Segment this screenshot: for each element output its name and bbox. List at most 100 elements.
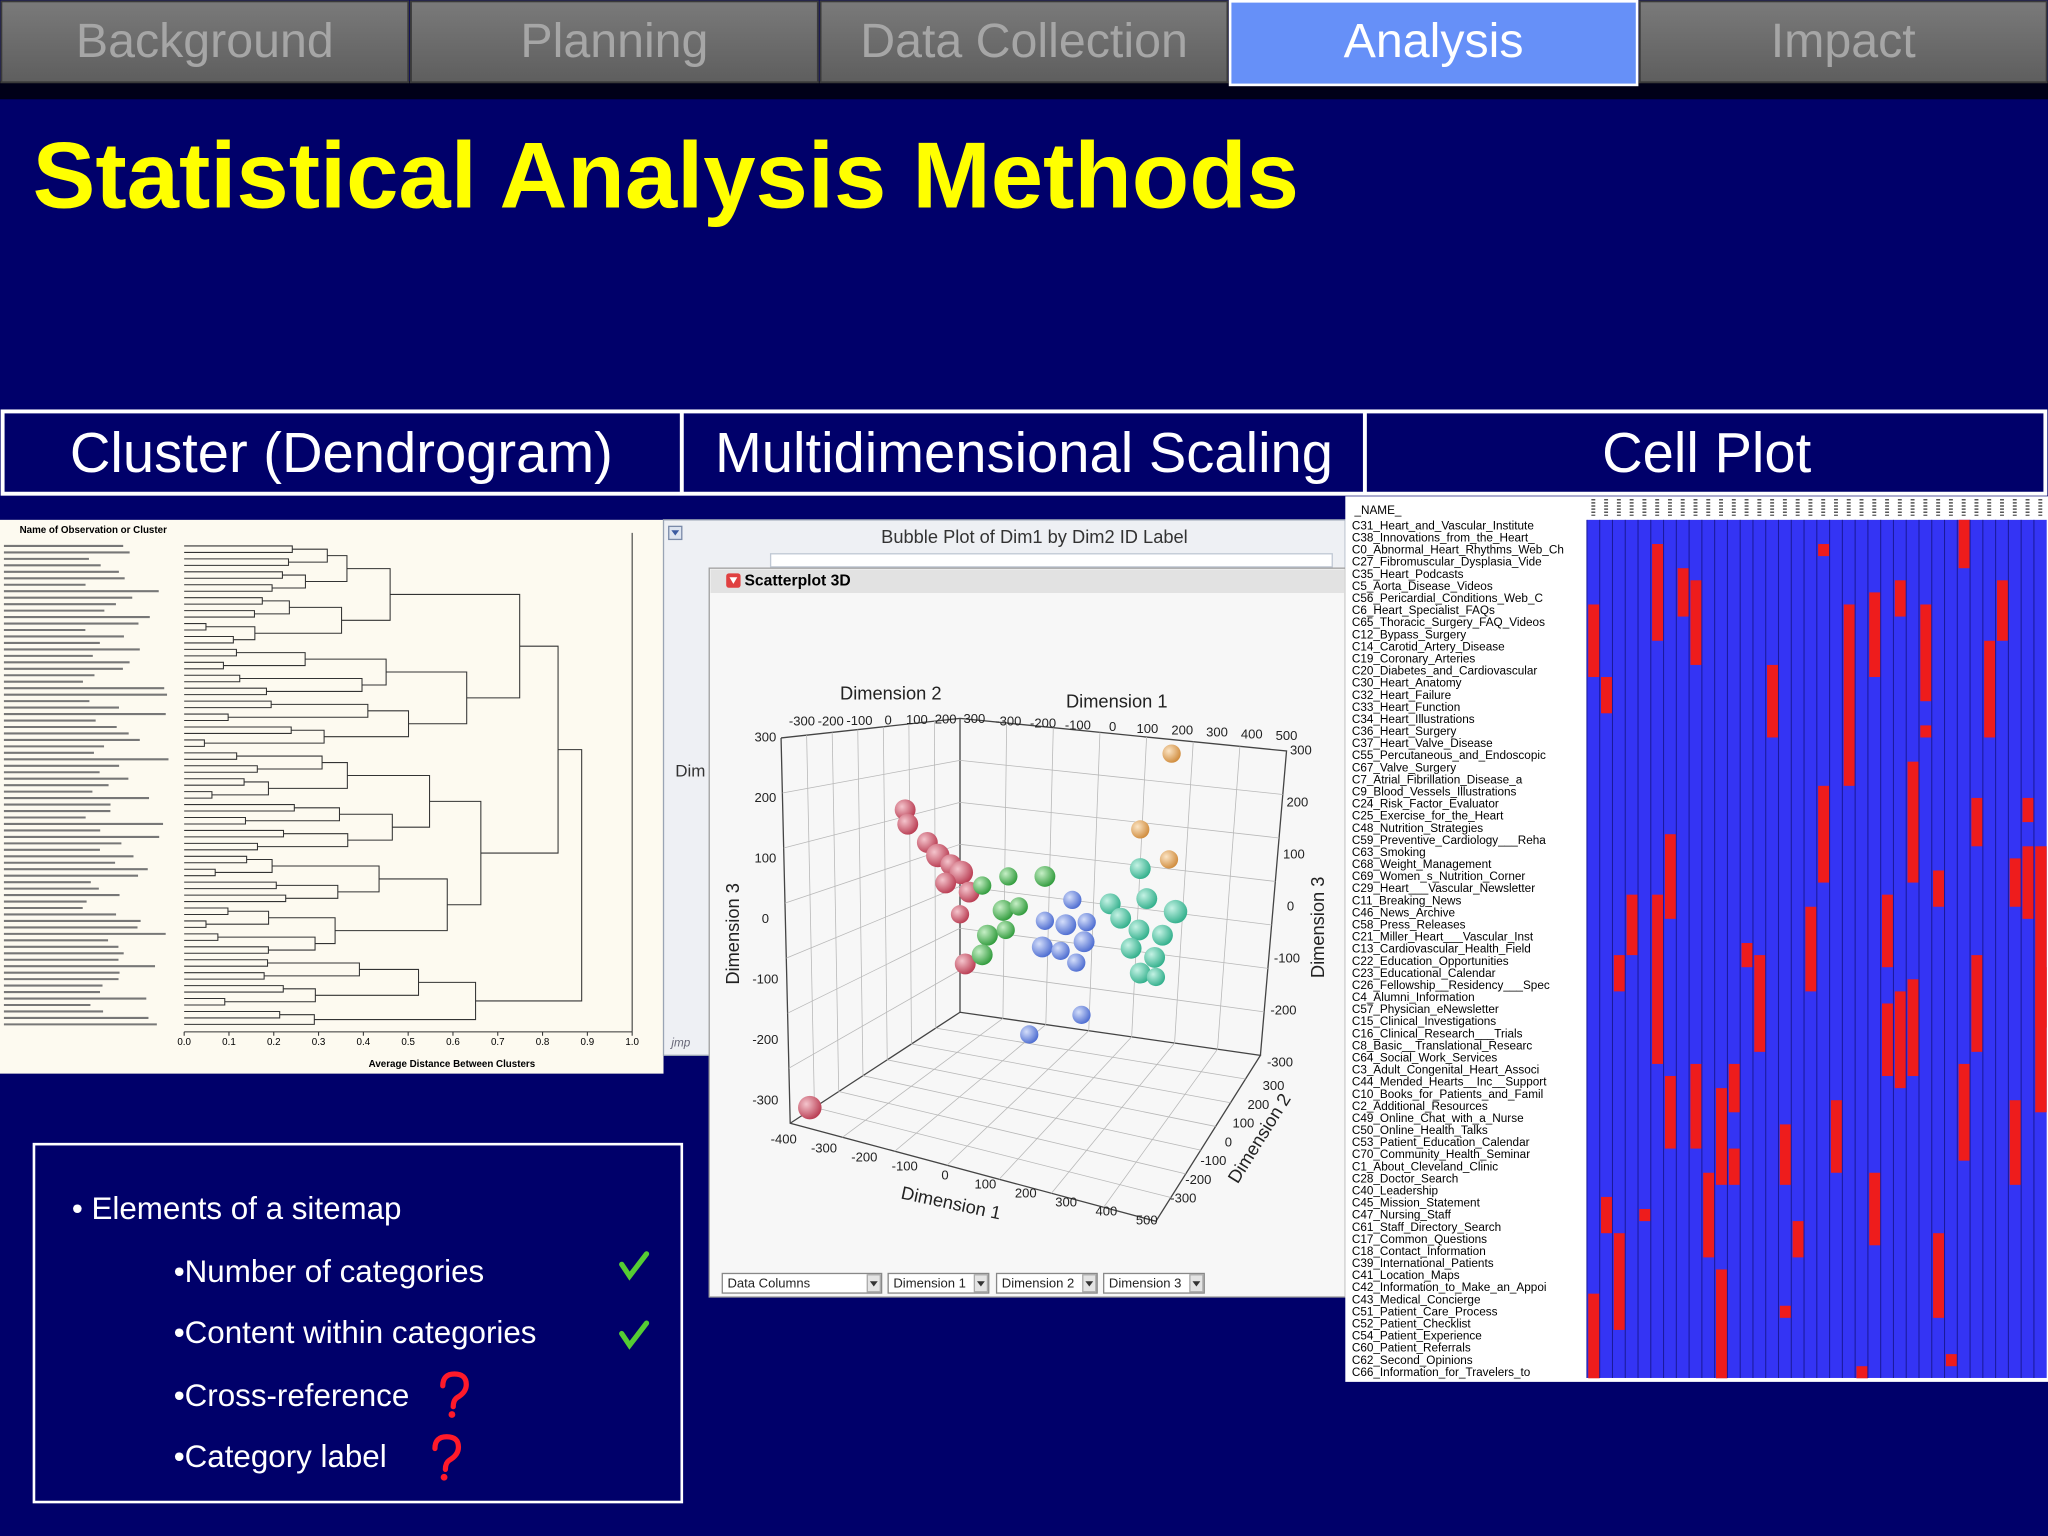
cell — [1856, 1366, 1868, 1379]
dropdown[interactable] — [1103, 1272, 1205, 1294]
cell — [1894, 991, 1907, 1089]
axis-tick-label: 100 — [975, 1177, 997, 1192]
row-label: C53_Patient_Education_Calendar — [1352, 1136, 1530, 1149]
row-label: C57_Physician_eNewsletter — [1352, 1003, 1499, 1016]
row-label: C38_Innovations_from_the_Heart_ — [1352, 532, 1535, 545]
row-label: C36_Heart_Surgery — [1352, 725, 1457, 738]
cell — [1805, 906, 1817, 992]
tab[interactable] — [819, 0, 1229, 84]
notes-box — [32, 1142, 684, 1504]
axis-tick-label: 200 — [1171, 723, 1193, 738]
axis-tick-label: 0.8 — [536, 1037, 550, 1048]
notes-item: •Category label — [174, 1439, 387, 1474]
axis-tick-label: 0 — [1225, 1134, 1232, 1149]
row-label: C13_Cardiovascular_Health_Field — [1352, 943, 1531, 956]
dendrogram-branch — [184, 597, 263, 605]
row-label: C40_Leadership — [1352, 1184, 1439, 1197]
grid-line — [783, 801, 961, 849]
axis-tick-label: -100 — [1065, 717, 1091, 732]
tab-label[interactable]: Background — [76, 14, 334, 68]
tab-label[interactable]: Impact — [1771, 14, 1917, 68]
axis-tick-label: 100 — [1233, 1116, 1255, 1131]
dropdown-label[interactable]: Data Columns — [728, 1275, 811, 1290]
dendrogram-branch — [184, 946, 269, 954]
row-label: C26_Fellowship__Residency___Spec — [1352, 979, 1550, 992]
dropdown-arrow[interactable] — [1085, 1281, 1094, 1287]
grid-line — [782, 759, 961, 794]
cell — [1869, 1172, 1881, 1246]
row-label: C17_Common_Questions — [1352, 1233, 1487, 1246]
grid-line — [908, 723, 912, 1044]
method-header-row — [0, 409, 2048, 496]
row-label: C23_Educational_Calendar — [1352, 967, 1496, 980]
tab[interactable] — [0, 0, 410, 84]
dropdown-label[interactable]: Dimension 3 — [1109, 1275, 1182, 1290]
axis-tick-label: -200 — [752, 1032, 778, 1047]
grid-line — [838, 1091, 1186, 1175]
cell — [1971, 797, 1983, 847]
axis-tick-label: 300 — [1290, 742, 1312, 757]
logo: jmp — [669, 1037, 690, 1050]
dendrogram-branch — [184, 752, 238, 760]
row-label: C3_Adult_Congenital_Heart_Associ — [1352, 1064, 1539, 1077]
grid-line — [959, 969, 1265, 1013]
tab-shadow — [0, 80, 2048, 100]
dropdown-label[interactable]: Dimension 2 — [1002, 1275, 1075, 1290]
notes-heading: • Elements of a sitemap — [72, 1191, 402, 1226]
bubble — [976, 924, 998, 946]
dropdown-arrow[interactable] — [976, 1281, 985, 1287]
row-label: C59_Preventive_Cardiology___Reha — [1352, 834, 1546, 847]
dropdown[interactable] — [721, 1272, 883, 1294]
cell — [1958, 519, 1971, 569]
grid-line — [1131, 737, 1147, 1037]
cell — [1907, 979, 1919, 1077]
axis-tick-label: 0 — [1109, 719, 1116, 734]
grid-line — [998, 1036, 1132, 1180]
axis-tick-label: 0.5 — [401, 1037, 415, 1048]
cell — [1664, 1076, 1677, 1149]
dropdown-arrow[interactable] — [1192, 1281, 1201, 1287]
row-label: C52_Patient_Checklist — [1352, 1317, 1472, 1330]
tab[interactable] — [1228, 0, 1639, 87]
dropdown[interactable] — [995, 1272, 1098, 1294]
grid-line — [1174, 741, 1194, 1044]
cell — [1920, 725, 1932, 738]
tab-label[interactable]: Planning — [520, 14, 708, 68]
bubble — [1034, 865, 1056, 887]
cell — [1792, 1221, 1805, 1258]
cell — [1690, 1063, 1702, 1149]
row-label: C1_About_Cleveland_Clinic — [1352, 1160, 1498, 1173]
row-label: C32_Heart_Failure — [1352, 689, 1452, 702]
tab-label[interactable]: Data Collection — [860, 14, 1188, 68]
cell — [1601, 677, 1613, 714]
axis-tick-label: -300 — [811, 1141, 837, 1156]
cell — [2022, 797, 2034, 823]
row-label: C16_Clinical_Research___Trials — [1352, 1027, 1523, 1040]
bubble — [1129, 962, 1151, 984]
row-label: C50_Online_Health_Talks — [1352, 1124, 1488, 1137]
axis-tick-label: 200 — [935, 712, 957, 727]
tab[interactable] — [409, 0, 819, 84]
grid-line — [814, 1107, 1171, 1198]
grid-line — [946, 1030, 1090, 1166]
grid-line — [842, 1018, 1004, 1138]
cell — [2022, 846, 2034, 919]
tab[interactable] — [1638, 0, 2048, 84]
cell — [1869, 592, 1881, 678]
bubbles — [798, 744, 1188, 1120]
axis-tick-label: -400 — [771, 1132, 797, 1147]
tab-label[interactable]: Analysis — [1344, 14, 1524, 68]
notes-item: •Number of categories — [174, 1254, 484, 1289]
bubble — [1009, 897, 1028, 916]
dropdown[interactable] — [887, 1272, 990, 1294]
dendrogram-branch — [184, 726, 292, 734]
dropdown-label[interactable]: Dimension 1 — [893, 1275, 966, 1290]
cell — [2009, 1100, 2022, 1185]
bubble — [1162, 744, 1181, 763]
dendrogram-branch — [276, 884, 339, 899]
axis-tick-label: -200 — [1030, 716, 1056, 731]
cell — [1830, 1100, 1843, 1173]
bubble — [992, 899, 1014, 921]
cell — [2035, 846, 2047, 1113]
dropdown-arrow[interactable] — [869, 1281, 878, 1287]
